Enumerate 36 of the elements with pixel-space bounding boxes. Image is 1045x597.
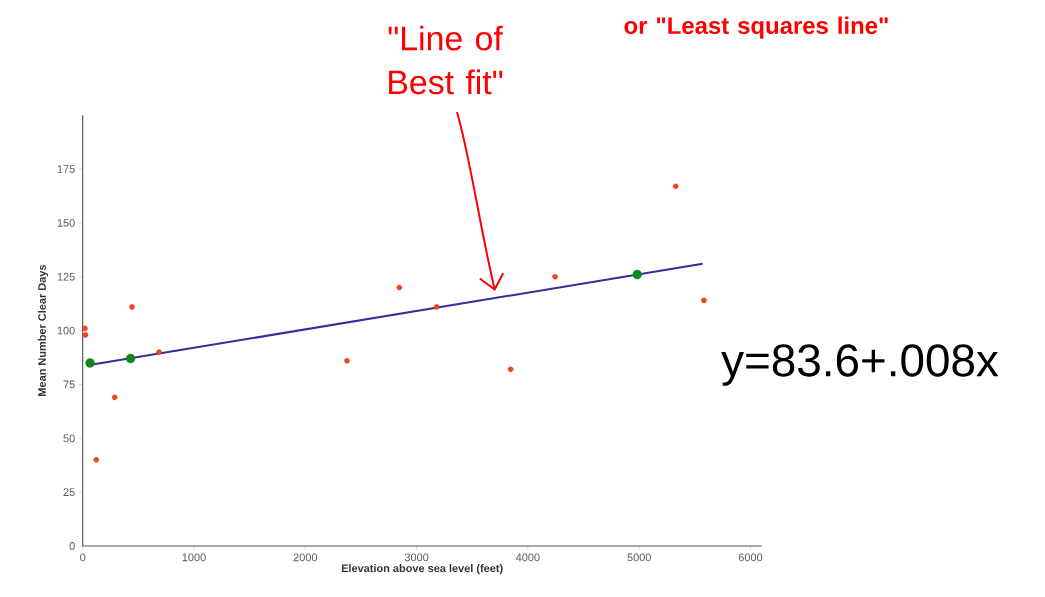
y-tick-label: 0 (69, 542, 75, 550)
point (82, 325, 88, 332)
point (552, 273, 558, 280)
point (344, 357, 350, 364)
point (85, 358, 95, 368)
point (156, 349, 162, 355)
x-tick-label: 5000 (627, 553, 651, 562)
point (396, 284, 403, 291)
x-tick-label: 3000 (404, 553, 429, 562)
y-axis-title: Mean Number Clear Days (37, 264, 49, 396)
x-tick-label: 1000 (182, 553, 206, 562)
y-tick-label: 50 (63, 434, 75, 443)
point (632, 269, 642, 280)
y-tick-label: 175 (57, 165, 75, 173)
x-tick-label: 0 (80, 553, 86, 562)
point (125, 353, 136, 364)
x-tick-label: 2000 (293, 553, 318, 562)
y-tick-label: 125 (57, 272, 75, 281)
x-tick-label: 4000 (515, 553, 540, 562)
y-tick-label: 25 (63, 488, 75, 497)
point (93, 457, 100, 463)
x-tick-label: 6000 (738, 553, 763, 562)
annotation: y=83.6+.008x (721, 344, 999, 386)
point (129, 304, 135, 310)
point (672, 183, 679, 190)
y-tick-label: 100 (57, 326, 75, 335)
x-axis-title: Elevation above sea level (feet) (341, 564, 503, 575)
point (701, 297, 707, 304)
text: or "Least squares line" (624, 16, 888, 39)
text: "Line of Best fit" (388, 25, 503, 95)
point (433, 304, 440, 310)
y-tick-label: 75 (63, 380, 75, 389)
point (111, 394, 118, 401)
point (82, 332, 89, 338)
point (507, 366, 514, 373)
y-tick-label: 150 (57, 219, 75, 227)
